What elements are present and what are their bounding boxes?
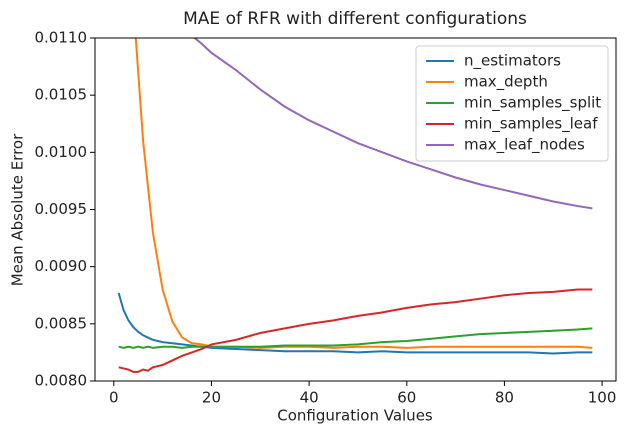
y-axis-label: Mean Absolute Error [9,133,27,286]
series-line [118,288,593,373]
y-tick-label: 0.0100 [35,143,88,161]
legend-label: min_samples_split [464,94,601,113]
x-tick-label: 60 [397,389,416,407]
legend-box [415,45,609,162]
chart-title: MAE of RFR with different configurations [183,9,527,29]
y-tick-label: 0.0095 [35,200,88,218]
x-tick-label: 80 [495,389,514,407]
plot-frame [94,37,617,382]
x-tick-label: 40 [300,389,319,407]
x-axis-label: Configuration Values [277,407,433,425]
y-tick-label: 0.0085 [35,314,88,332]
legend-label: max_leaf_nodes [464,136,585,155]
legend-label: n_estimators [464,52,561,71]
series-line [117,292,593,355]
series-line [118,327,593,349]
y-tick-label: 0.0090 [35,257,88,275]
legend-label: min_samples_leaf [464,115,598,134]
y-tick-label: 0.0080 [35,372,88,390]
y-tick-label: 0.0110 [35,29,88,47]
x-tick-label: 20 [202,389,221,407]
y-tick-label: 0.0105 [35,86,88,104]
x-tick-label: 100 [588,389,617,407]
plot-lines [117,38,593,373]
series-line [193,38,593,210]
x-tick-label: 0 [109,389,119,407]
legend-label: max_depth [464,73,548,92]
